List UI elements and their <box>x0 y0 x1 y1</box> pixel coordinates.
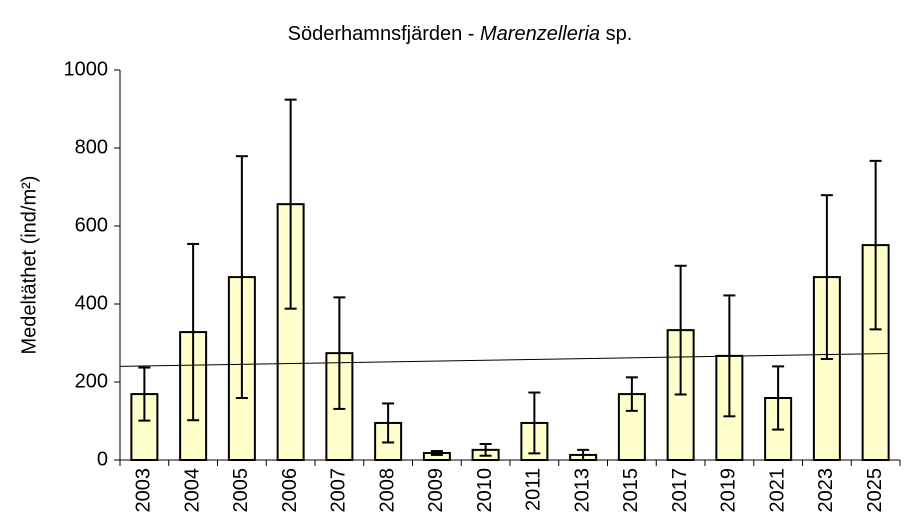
trendline <box>119 353 890 367</box>
x-tick-label: 2010 <box>474 468 496 513</box>
title-part: Marenzelleria <box>480 23 600 45</box>
x-tick-label: 2023 <box>815 468 837 513</box>
x-tick-label: 2007 <box>328 468 350 513</box>
x-tick-label: 2011 <box>523 468 545 511</box>
y-tick-label: 1000 <box>64 58 109 80</box>
y-tick-label: 400 <box>75 292 108 314</box>
x-tick-label: 2015 <box>620 468 642 513</box>
title-part: Söderhamnsfjärden - <box>288 23 480 45</box>
x-tick-label: 2019 <box>718 468 740 513</box>
x-tick-label: 2025 <box>864 468 886 513</box>
x-tick-label: 2021 <box>766 468 788 513</box>
y-axis-label: Medeltäthet (ind/m²) <box>18 176 40 355</box>
y-tick-label: 800 <box>75 136 108 158</box>
x-tick-label: 2003 <box>133 468 155 513</box>
title-part: sp. <box>600 23 632 45</box>
x-tick-label: 2005 <box>230 468 252 513</box>
y-tick-label: 600 <box>75 214 108 236</box>
x-tick-label: 2008 <box>376 468 398 513</box>
x-tick-label: 2006 <box>279 468 301 513</box>
x-tick-label: 2004 <box>181 468 203 513</box>
y-tick-label: 200 <box>75 370 108 392</box>
y-tick-label: 0 <box>97 448 108 470</box>
x-tick-label: 2013 <box>571 468 593 513</box>
chart-title: Söderhamnsfjärden - Marenzelleria sp. <box>288 23 633 45</box>
x-tick-label: 2009 <box>425 468 447 513</box>
x-tick-label: 2017 <box>669 468 691 513</box>
